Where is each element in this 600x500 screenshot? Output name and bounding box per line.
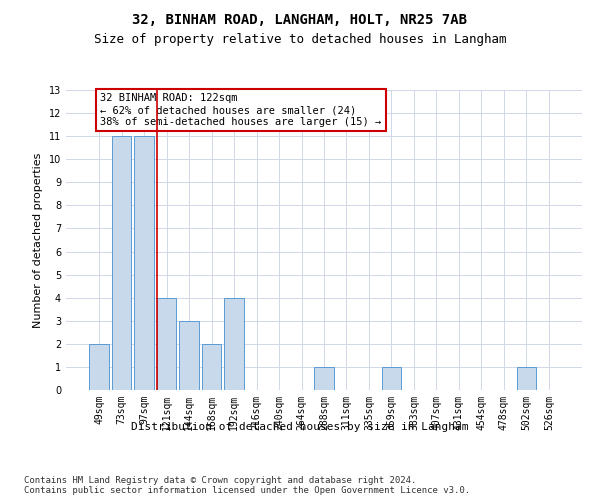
Text: Size of property relative to detached houses in Langham: Size of property relative to detached ho… — [94, 32, 506, 46]
Bar — [517, 367, 536, 390]
Bar — [157, 298, 176, 390]
Bar — [202, 344, 221, 390]
Text: Distribution of detached houses by size in Langham: Distribution of detached houses by size … — [131, 422, 469, 432]
Bar — [382, 367, 401, 390]
Text: 32, BINHAM ROAD, LANGHAM, HOLT, NR25 7AB: 32, BINHAM ROAD, LANGHAM, HOLT, NR25 7AB — [133, 12, 467, 26]
Bar — [224, 298, 244, 390]
Bar — [134, 136, 154, 390]
Bar — [179, 321, 199, 390]
Y-axis label: Number of detached properties: Number of detached properties — [33, 152, 43, 328]
Bar — [112, 136, 131, 390]
Bar — [89, 344, 109, 390]
Text: 32 BINHAM ROAD: 122sqm
← 62% of detached houses are smaller (24)
38% of semi-det: 32 BINHAM ROAD: 122sqm ← 62% of detached… — [100, 94, 382, 126]
Bar — [314, 367, 334, 390]
Text: Contains HM Land Registry data © Crown copyright and database right 2024.
Contai: Contains HM Land Registry data © Crown c… — [24, 476, 470, 495]
